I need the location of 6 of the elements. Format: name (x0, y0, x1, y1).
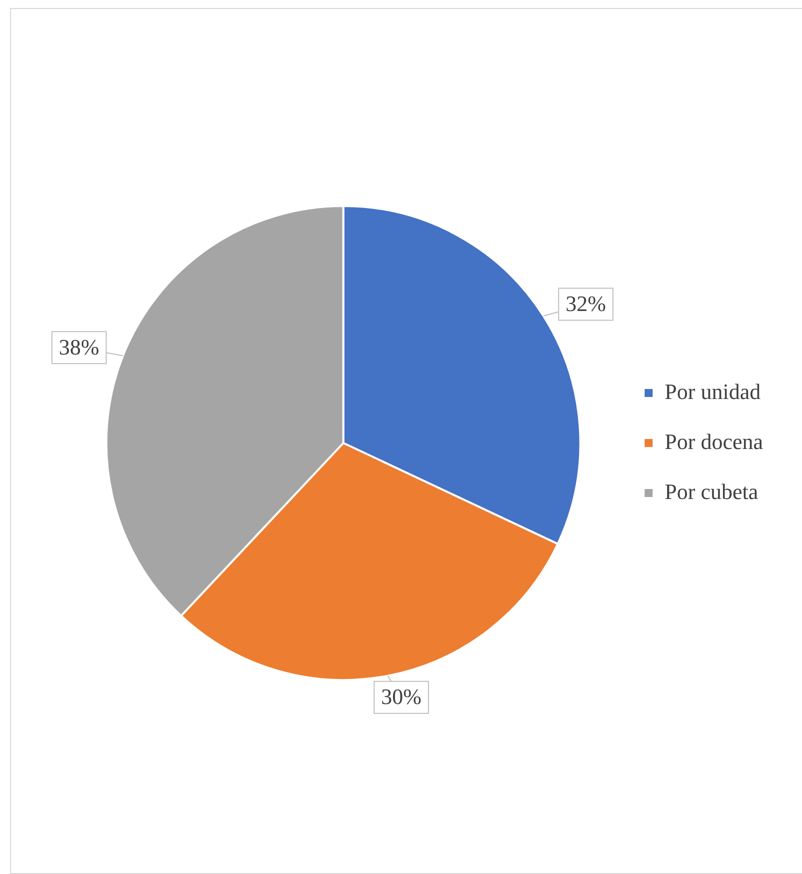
data-label: 30% (381, 684, 422, 710)
legend-label: Por cubeta (664, 478, 758, 504)
legend-label: Por docena (664, 428, 764, 454)
legend-label: Por unidad (664, 378, 761, 404)
data-label: 32% (566, 291, 606, 316)
data-label: 38% (58, 334, 100, 360)
